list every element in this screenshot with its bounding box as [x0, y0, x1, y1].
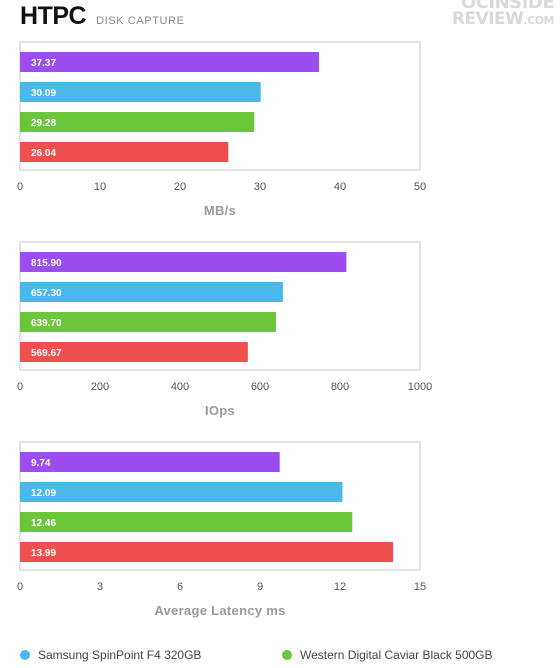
bar — [20, 112, 255, 132]
bar — [20, 82, 261, 102]
bar — [20, 312, 276, 332]
legend-item-western-digital: Western Digital Caviar Black 500GB — [282, 648, 493, 662]
bar — [20, 252, 347, 272]
bar-value-label: 26.04 — [31, 148, 56, 159]
x-tick-label: 30 — [254, 181, 266, 193]
bar-value-label: 13.99 — [31, 548, 56, 559]
x-tick-label: 12 — [334, 581, 346, 593]
x-tick-label: 9 — [257, 581, 263, 593]
x-tick-label: 800 — [331, 381, 349, 393]
bar — [20, 142, 229, 162]
x-tick-label: 6 — [177, 581, 183, 593]
x-axis-title: Average Latency ms — [154, 603, 285, 618]
legend-dot-icon — [20, 650, 30, 660]
x-tick-label: 20 — [174, 181, 186, 193]
x-tick-label: 400 — [171, 381, 189, 393]
bar — [20, 282, 283, 302]
bar-value-label: 639.70 — [31, 318, 62, 329]
x-tick-label: 40 — [334, 181, 346, 193]
watermark-logo: OCINSIDE REVIEW.COM — [451, 0, 555, 29]
bar-value-label: 815.90 — [31, 258, 62, 269]
legend-label: Western Digital Caviar Black 500GB — [300, 648, 493, 662]
x-tick-label: 1000 — [408, 381, 432, 393]
title-row: HTPC DISK CAPTURE — [20, 2, 185, 32]
x-axis-title: MB/s — [204, 203, 236, 218]
throughput-chart: 37.37 30.09 29.28 26.04 0 10 20 30 40 50 MB/s — [17, 41, 426, 218]
x-tick-label: 0 — [17, 381, 23, 393]
x-tick-label: 50 — [414, 181, 426, 193]
legend-label: Samsung SpinPoint F4 320GB — [38, 648, 202, 662]
bar-value-label: 569.67 — [31, 348, 62, 359]
watermark-word: REVIEW — [451, 9, 524, 29]
x-tick-label: 10 — [94, 181, 106, 193]
bar — [20, 452, 280, 472]
watermark-suffix: .COM — [523, 14, 554, 27]
bar-value-label: 657.30 — [31, 288, 62, 299]
watermark-line-1: OCINSIDE — [460, 0, 555, 13]
legend-dot-icon — [282, 650, 292, 660]
bar-value-label: 30.09 — [31, 88, 56, 99]
x-tick-label: 200 — [91, 381, 109, 393]
x-tick-label: 3 — [97, 581, 103, 593]
bar — [20, 342, 248, 362]
iops-chart: 815.90 657.30 639.70 569.67 0 200 400 600 800 100… — [17, 241, 432, 418]
legend: Samsung SpinPoint F4 320GB Western Digit… — [0, 648, 560, 668]
bar-value-label: 29.28 — [31, 118, 56, 129]
bar-value-label: 37.37 — [31, 58, 56, 69]
latency-chart: 9.74 12.09 12.46 13.99 0 3 6 9 12 15 Average Laten… — [17, 441, 426, 618]
x-tick-label: 0 — [17, 181, 23, 193]
bar-value-label: 12.09 — [31, 488, 56, 499]
bar — [20, 482, 343, 502]
x-tick-label: 0 — [17, 581, 23, 593]
page-title: HTPC — [20, 2, 87, 30]
x-tick-label: 600 — [251, 381, 269, 393]
bar — [20, 52, 319, 72]
watermark-line-2: REVIEW.COM — [451, 9, 555, 29]
legend-item-samsung: Samsung SpinPoint F4 320GB — [20, 648, 201, 662]
bar-value-label: 9.74 — [31, 458, 51, 469]
x-axis-title: IOps — [205, 403, 235, 418]
x-tick-label: 15 — [414, 581, 426, 593]
bar — [20, 512, 353, 532]
bar-value-label: 12.46 — [31, 518, 56, 529]
page-subtitle: DISK CAPTURE — [96, 15, 185, 27]
bar — [20, 542, 394, 562]
